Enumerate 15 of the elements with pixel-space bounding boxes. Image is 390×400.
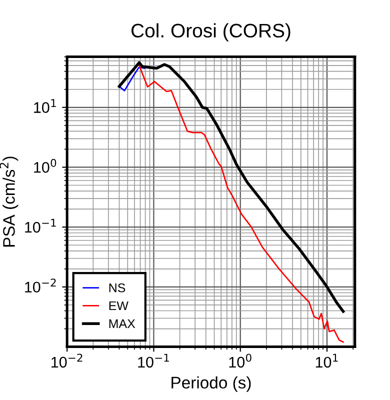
x-tick-label: 10$^{1}$ (316, 354, 338, 368)
y-tick-label: 10$^{−1}$ (25, 218, 56, 233)
legend-label: MAX (109, 319, 136, 328)
x-tick-label: 10$^{−2}$ (52, 354, 82, 368)
legend-label: NS (109, 283, 126, 292)
y-tick-label: 10$^{0}$ (34, 158, 56, 173)
x-tick-label: 10$^{−1}$ (138, 354, 169, 368)
line-series (118, 67, 146, 92)
y-tick-label: 10$^{−2}$ (25, 278, 56, 293)
y-tick-label: 10$^{1}$ (34, 99, 56, 113)
x-tick-label: 10$^{0}$ (229, 354, 252, 368)
x-axis-title: Periodo (s) (172, 376, 251, 392)
y-axis-title: PSA (cm/s$^{2}$) (0, 156, 18, 247)
chart-title: Col. Orosi (CORS) (131, 23, 290, 42)
legend-label: EW (109, 301, 128, 310)
